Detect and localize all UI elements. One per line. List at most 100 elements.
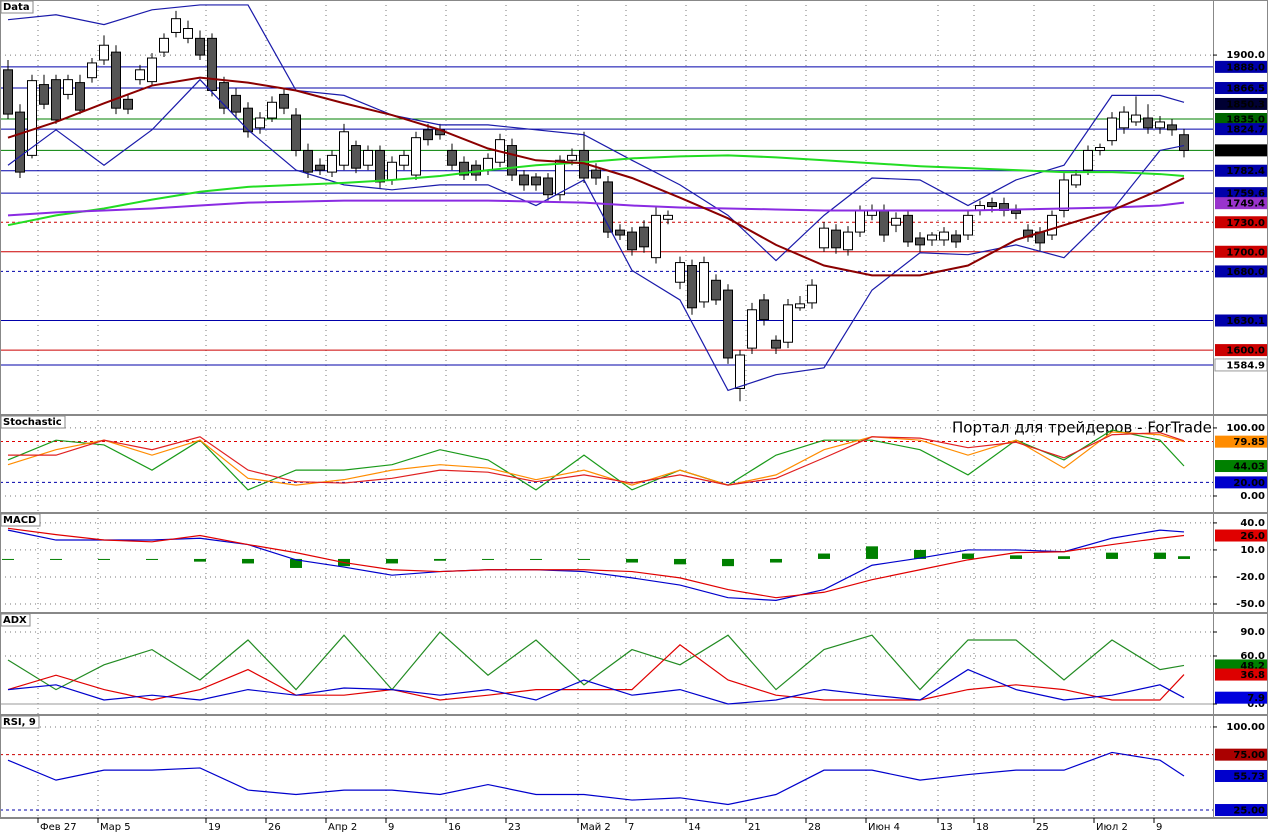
candle-body xyxy=(507,145,517,176)
candle-body xyxy=(627,231,637,251)
level-marker-label: 48.2 xyxy=(1240,661,1265,672)
candle-body xyxy=(819,227,829,249)
histogram-bar xyxy=(578,558,590,560)
level-marker xyxy=(1215,314,1267,327)
candle-body xyxy=(123,98,133,110)
indicator-line xyxy=(7,631,1185,691)
candle-body xyxy=(879,209,889,236)
candle-body xyxy=(675,262,685,283)
histogram-bar xyxy=(146,558,158,560)
candle-body xyxy=(183,28,193,39)
candle-body xyxy=(615,229,625,236)
x-tick-label: 25 xyxy=(1036,822,1049,833)
histogram-bar xyxy=(194,558,206,562)
panel-title-box xyxy=(0,613,31,627)
histogram-bar xyxy=(818,553,830,559)
candle-body xyxy=(255,117,265,129)
histogram-bar xyxy=(770,558,782,563)
candle-body xyxy=(891,217,901,226)
candle-body xyxy=(219,82,229,109)
candle-body xyxy=(1155,121,1165,129)
candle-body xyxy=(195,37,205,56)
candle-body xyxy=(147,57,157,83)
candle-body xyxy=(99,44,109,61)
x-tick-label: Апр 2 xyxy=(328,822,357,833)
candle-body xyxy=(111,51,121,109)
candle-body xyxy=(375,149,385,183)
histogram-bar xyxy=(866,546,878,559)
candle-body xyxy=(531,176,541,186)
y-tick-label: 40.0 xyxy=(1240,518,1265,529)
candle-body xyxy=(759,299,769,321)
candle-body xyxy=(651,214,661,259)
histogram-bar xyxy=(434,558,446,561)
histogram-bar xyxy=(1106,552,1118,559)
level-marker xyxy=(1215,60,1267,73)
x-tick-label: 13 xyxy=(940,822,953,833)
candle-body xyxy=(1119,111,1129,129)
level-marker-label: 20.00 xyxy=(1233,478,1265,489)
histogram-bar xyxy=(1178,556,1190,559)
candle-body xyxy=(843,231,853,251)
candle-body xyxy=(1095,147,1105,151)
y-tick-label: 100.00 xyxy=(1226,722,1265,733)
candle-body xyxy=(75,82,85,111)
candle-body xyxy=(1047,214,1057,236)
histogram-bar xyxy=(530,558,542,560)
watermark: Портал для трейдеров - ForTrader xyxy=(952,419,1219,437)
candle-body xyxy=(423,129,433,141)
x-tick-label: Июл 2 xyxy=(1096,822,1128,833)
candle-body xyxy=(483,157,493,171)
level-marker xyxy=(1214,358,1268,372)
candle-body xyxy=(87,62,97,79)
level-marker xyxy=(1215,460,1267,473)
panel-title-box xyxy=(0,415,66,429)
candle-body xyxy=(543,177,553,196)
candle-body xyxy=(327,154,337,173)
candle-body xyxy=(519,174,529,186)
histogram-bar xyxy=(914,549,926,559)
level-marker xyxy=(1215,245,1267,258)
level-marker-label: 75.00 xyxy=(1233,750,1265,761)
candle-body xyxy=(63,79,73,95)
panel-title-box xyxy=(0,715,40,729)
candle-body xyxy=(987,202,997,208)
candle-body xyxy=(3,69,13,115)
candle-body xyxy=(711,279,721,301)
level-marker xyxy=(1215,164,1267,177)
level-marker-label: 1700.0 xyxy=(1226,247,1265,258)
y-tick-label: 1900.0 xyxy=(1226,50,1265,61)
level-marker xyxy=(1215,144,1267,157)
candle-body xyxy=(303,149,313,173)
candle-body xyxy=(927,234,937,241)
candle-body xyxy=(39,84,49,105)
x-tick-label: 18 xyxy=(976,822,989,833)
candle-body xyxy=(831,229,841,249)
panel-title: ADX xyxy=(3,615,27,626)
level-marker xyxy=(1215,476,1267,489)
x-tick-label: Июн 4 xyxy=(868,822,900,833)
candle-body xyxy=(51,79,61,121)
level-marker-label: 1584.9 xyxy=(1226,360,1265,371)
candle-body xyxy=(267,101,277,119)
level-marker xyxy=(1215,112,1267,125)
level-marker-label: 7.9 xyxy=(1247,693,1265,704)
candle-body xyxy=(591,169,601,179)
histogram-bar xyxy=(626,558,638,563)
candle-body xyxy=(135,69,145,81)
indicator-line xyxy=(7,4,1185,262)
level-marker-label: 1888.0 xyxy=(1226,62,1265,73)
level-marker xyxy=(1215,265,1267,278)
level-marker xyxy=(1215,97,1267,110)
histogram-bar xyxy=(386,558,398,564)
candle-body xyxy=(315,164,325,171)
candle-body xyxy=(807,284,817,304)
candle-body xyxy=(1143,117,1153,129)
candle-body xyxy=(1059,179,1069,211)
y-tick-label: 0.00 xyxy=(1240,491,1265,502)
histogram-bar xyxy=(1010,555,1022,559)
level-marker-label: 79.85 xyxy=(1233,437,1265,448)
x-tick-label: Фев 27 xyxy=(40,822,77,833)
candle-body xyxy=(243,107,253,133)
histogram-bar xyxy=(722,558,734,567)
